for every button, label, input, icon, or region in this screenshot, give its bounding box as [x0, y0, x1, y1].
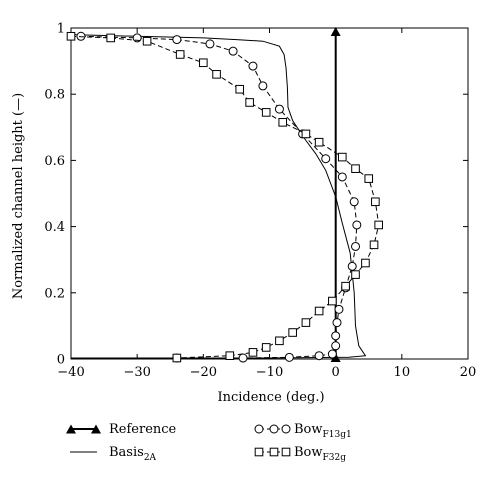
series-marker-bow-f13g1 [332, 318, 342, 328]
series-marker-bow-f32g [364, 174, 374, 183]
series-marker-bow-f32g [245, 98, 254, 107]
legend-marker-bow-f32g [281, 447, 291, 457]
legend-marker-bow-f32g [254, 447, 264, 457]
series-marker-bow-f13g1 [248, 61, 258, 71]
series-marker-bow-f32g [314, 306, 324, 316]
series-line-basis-2a [70, 34, 367, 359]
x-tick-label: −30 [123, 365, 150, 380]
series-marker-bow-f32g [361, 258, 370, 268]
series-marker-bow-f13g1 [238, 353, 248, 363]
series-marker-bow-f32g [351, 164, 360, 173]
series-marker-bow-f32g [369, 240, 379, 250]
legend-label-bow-f13g1: BowF13g1 [294, 422, 352, 440]
y-tick-label: 1 [57, 22, 65, 37]
series-marker-bow-f32g [301, 318, 311, 327]
legend: Reference Basis2A BowF13g1 BowF32g [66, 422, 352, 463]
y-tick-label: 0.2 [44, 286, 65, 301]
series-marker-bow-f13g1 [284, 352, 294, 362]
series-marker-bow-f13g1 [228, 46, 238, 56]
legend-label-reference: Reference [109, 422, 177, 437]
y-axis-label: Normalized channel height (—) [11, 93, 26, 299]
series-marker-bow-f32g [314, 137, 324, 147]
series-marker-bow-f13g1 [351, 241, 361, 251]
series-marker-bow-f13g1 [321, 154, 331, 164]
y-tick-label: 0 [57, 353, 65, 368]
series-marker-bow-f32g [199, 58, 208, 68]
series-marker-bow-f32g [66, 31, 76, 41]
x-tick-label: −40 [57, 365, 84, 380]
series-marker-bow-f13g1 [205, 39, 215, 49]
series-marker-bow-f32g [235, 84, 245, 94]
plot-area: −40 −30 −20 −10 0 10 20 0 0.2 0.4 0.6 0.8 1 [44, 22, 476, 381]
legend-label-subscript: F13g1 [323, 430, 352, 440]
series-marker-bow-f32g [261, 108, 271, 117]
series-marker-bow-f32g [328, 296, 337, 306]
legend-label-subscript: 2A [144, 453, 157, 463]
legend-marker-bow-f32g [269, 447, 279, 457]
series-marker-bow-f13g1 [334, 304, 344, 314]
legend-marker-bow-f13g1 [281, 424, 291, 434]
x-tick-label: −10 [256, 365, 283, 380]
x-tick-label: 10 [394, 365, 411, 380]
legend-marker-reference [66, 424, 76, 434]
series-marker-bow-f13g1 [349, 197, 359, 207]
legend-marker-reference [91, 424, 101, 434]
legend-marker-bow-f13g1 [269, 424, 279, 434]
series-marker-bow-f32g [337, 152, 347, 162]
y-tick-label: 0.4 [44, 220, 65, 235]
series-marker-bow-f32g [175, 50, 185, 59]
series-marker-reference [330, 27, 341, 36]
axes-frame [70, 27, 469, 360]
series-marker-bow-f32g [374, 220, 383, 230]
series-marker-bow-f13g1 [314, 351, 324, 361]
series-marker-bow-f32g [278, 118, 288, 127]
series-marker-bow-f13g1 [347, 261, 357, 271]
series-marker-bow-f13g1 [331, 341, 341, 351]
series-marker-bow-f32g [212, 70, 221, 79]
y-tick-label: 0.8 [44, 88, 65, 103]
x-axis-label: Incidence (deg.) [217, 390, 324, 405]
legend-label-bow-f32g: BowF32g [294, 445, 346, 463]
legend-marker-bow-f13g1 [254, 424, 264, 434]
series-line-bow-f13g1 [71, 35, 358, 359]
legend-label-basis-2a: Basis2A [109, 445, 157, 463]
series-marker-bow-f32g [288, 328, 297, 337]
series-marker-bow-f32g [172, 353, 182, 363]
series-line-bow-f32g [70, 35, 380, 359]
series-marker-bow-f13g1 [258, 81, 268, 91]
series-marker-bow-f13g1 [274, 104, 284, 114]
series-marker-bow-f32g [371, 197, 380, 207]
series-marker-bow-f13g1 [331, 331, 341, 341]
series-marker-bow-f32g [351, 270, 360, 279]
series-marker-bow-f32g [275, 336, 284, 346]
series-marker-bow-f32g [106, 33, 116, 43]
x-tick-label: 20 [460, 365, 477, 380]
legend-label-subscript: F32g [323, 453, 347, 463]
series-marker-bow-f32g [341, 281, 350, 291]
series-marker-bow-f13g1 [352, 220, 362, 230]
x-tick-label: −20 [190, 365, 217, 380]
series-marker-bow-f13g1 [327, 349, 337, 359]
series-marker-bow-f13g1 [172, 35, 182, 45]
x-tick-label: 0 [332, 365, 340, 380]
series-marker-bow-f32g [225, 351, 235, 360]
series-marker-bow-f13g1 [337, 172, 347, 182]
series-marker-bow-f32g [261, 343, 271, 352]
y-tick-label: 0.6 [44, 154, 65, 169]
series-marker-bow-f32g [248, 348, 258, 357]
series-marker-bow-f32g [142, 36, 152, 46]
series-marker-bow-f32g [301, 129, 311, 139]
